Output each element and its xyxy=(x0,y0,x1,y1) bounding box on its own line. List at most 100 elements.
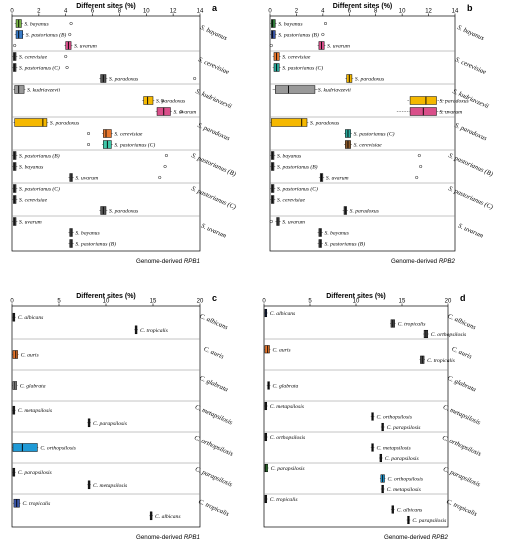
x-tick-label: 2 xyxy=(37,9,41,15)
group-label: S. pastorianus (B) xyxy=(190,152,237,178)
row-label: S. uvarum xyxy=(75,176,98,182)
row-label: S. uvarum xyxy=(282,220,305,226)
caption-gene: RPB1 xyxy=(184,534,200,541)
row-label: S. uvarum xyxy=(74,44,97,50)
x-tick-label: 2 xyxy=(295,9,299,15)
x-tick-label: 0 xyxy=(262,299,266,305)
panel-letter: c xyxy=(212,293,217,303)
row-label: S. bayanus xyxy=(19,165,43,171)
row-label: C. parapsilosis xyxy=(412,518,446,524)
x-tick-label: 15 xyxy=(150,299,157,305)
row-label: S. pastorianus (C) xyxy=(19,186,60,193)
group-label: S. pastorianus (C) xyxy=(190,185,237,211)
x-tick-label: 12 xyxy=(170,9,177,15)
group-label: S. bayanus xyxy=(199,24,228,42)
row-label: C. tropicalis xyxy=(140,328,168,334)
row-label: S. cerevisiae xyxy=(114,132,143,138)
x-tick-label: 10 xyxy=(399,9,406,15)
row-label: S. pastorianus (C) xyxy=(114,142,155,149)
row-label: C. parapsilosis xyxy=(93,421,127,427)
row-label: S. cerevisiae xyxy=(354,143,383,149)
caption-gene: RPB1 xyxy=(184,258,200,265)
outlier-point xyxy=(160,98,164,103)
group-label: C. tropicalis xyxy=(445,498,478,518)
row-label: C. albicans xyxy=(397,508,422,514)
group-label: S. cerevisiae xyxy=(197,56,230,76)
x-tick-label: 0 xyxy=(10,9,14,15)
group-label: S. uvarum xyxy=(200,222,227,239)
x-tick-label: 10 xyxy=(353,299,360,305)
panel-caption: Genome-derived RPB1 xyxy=(136,258,200,265)
row-label: S. pastorianus (C) xyxy=(19,65,60,72)
row-label: S. pastorianus (B) xyxy=(277,164,318,171)
group-label: S. paradoxus xyxy=(196,122,231,143)
x-axis-title: Different sites (%) xyxy=(326,293,386,300)
x-tick-label: 0 xyxy=(268,9,272,15)
box xyxy=(271,30,276,39)
group-label: C. tropicalis xyxy=(197,498,230,518)
outlier-point xyxy=(87,131,91,136)
box xyxy=(264,463,268,473)
row-label: S. bayanus xyxy=(325,231,349,237)
group-label: C. albicans xyxy=(446,313,477,332)
row-label: C. orthopsilosis xyxy=(270,435,305,441)
row-label: S. pastorianus (B) xyxy=(75,241,116,248)
panel-letter: a xyxy=(212,3,218,13)
box xyxy=(275,85,316,94)
row-label: S. paradoxus xyxy=(440,99,469,105)
caption-gene: RPB2 xyxy=(439,258,456,265)
row-label: S. uvarum xyxy=(19,220,42,226)
x-tick-label: 5 xyxy=(308,299,312,305)
x-tick-label: 6 xyxy=(91,9,95,15)
outlier-point xyxy=(415,175,419,180)
x-axis-title: Different sites (%) xyxy=(76,3,136,10)
outlier-point xyxy=(269,43,273,48)
group-label: C. auris xyxy=(202,346,225,361)
box xyxy=(271,19,276,28)
outlier-point xyxy=(321,32,325,37)
box xyxy=(103,129,112,138)
panel-c: Different sites (%) c 0 5 10 15 20 C. albicans C… xyxy=(10,293,234,541)
row-label: S. paradoxus xyxy=(109,209,138,215)
x-tick-label: 4 xyxy=(321,9,325,15)
outlier-point xyxy=(158,175,162,180)
row-label: S. uvarum xyxy=(173,110,196,116)
row-label: C. metapsilosis xyxy=(93,483,127,489)
x-tick-label: 4 xyxy=(64,9,68,15)
box xyxy=(14,85,25,94)
row-label: S. paradoxus xyxy=(355,77,384,83)
row-label: S. uvarum xyxy=(440,110,463,116)
x-tick-label: 20 xyxy=(445,299,452,305)
panel-caption: Genome-derived RPB2 xyxy=(391,258,456,265)
row-label: C. albicans xyxy=(155,514,180,520)
x-tick-label: 6 xyxy=(348,9,352,15)
box xyxy=(12,350,18,359)
panel-caption: Genome-derived RPB2 xyxy=(384,534,449,541)
row-label: C. parapsilosis xyxy=(385,456,419,462)
box xyxy=(264,345,270,354)
row-label: S. paradoxus xyxy=(310,121,339,127)
row-label: C. orthopsilosis xyxy=(431,332,466,338)
group-label: S. cerevisiae xyxy=(454,56,487,76)
row-label: C. tropicalis xyxy=(398,322,426,328)
group-label: S. bayanus xyxy=(456,24,485,42)
caption-prefix: Genome-derived xyxy=(384,534,432,541)
row-label: S. bayanus xyxy=(278,22,302,28)
row-label: S. pastorianus (B) xyxy=(19,153,60,160)
row-label: S. pastorianus (C) xyxy=(277,186,318,193)
plot-frame xyxy=(269,15,456,252)
row-label: C. tropicalis xyxy=(270,497,298,503)
row-label: S. pastorianus (C) xyxy=(354,131,395,138)
outlier-point xyxy=(68,32,72,37)
outlier-point xyxy=(179,109,183,114)
row-label: C. tropicalis xyxy=(23,501,51,507)
row-label: S. kudriavzevii xyxy=(27,88,60,94)
row-label: S. pastorianus (B) xyxy=(26,32,67,39)
row-label: C. parapsilosis xyxy=(18,470,52,476)
outlier-point xyxy=(269,219,273,224)
row-label: C. parapsilosis xyxy=(271,466,305,472)
box xyxy=(15,30,23,39)
outlier-point xyxy=(13,43,17,48)
row-label: C. metapsilosis xyxy=(376,446,410,452)
